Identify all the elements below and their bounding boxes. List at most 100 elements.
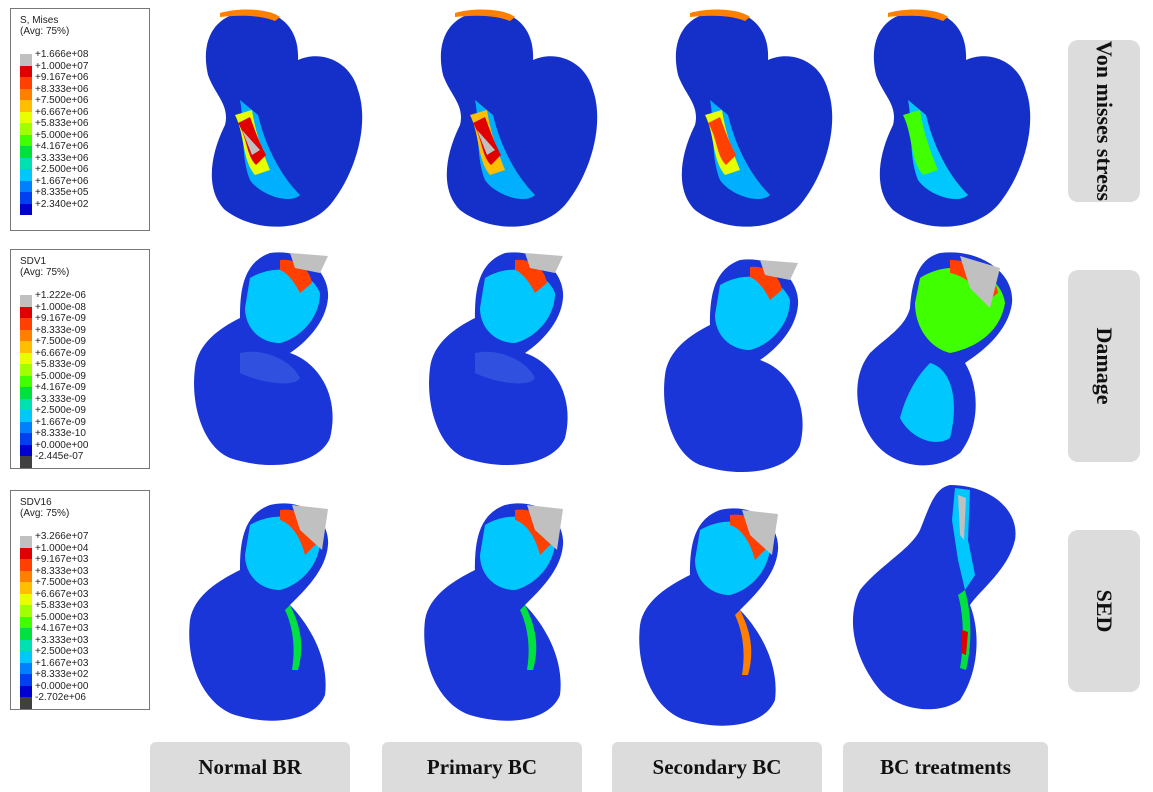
femur-damage-secondary-bc [664, 259, 803, 473]
legend-mises: S, Mises (Avg: 75%) +1.666e+08 +1.000e+07… [10, 8, 150, 231]
legend-swatch [20, 444, 32, 456]
legend-swatch [20, 398, 32, 410]
legend-value: +6.667e+03 [35, 588, 89, 600]
legend-value: +9.167e-09 [35, 313, 86, 324]
femur-mises-secondary-bc [675, 9, 833, 227]
legend-value: +1.667e+03 [35, 657, 89, 669]
legend-value: -2.702e+06 [35, 692, 86, 703]
legend-swatch [20, 111, 32, 123]
legend-value: +1.222e-06 [35, 290, 86, 301]
legend-value: +2.500e+03 [35, 646, 89, 657]
femur-mises-primary-bc [440, 9, 598, 227]
column-label-normal-br: Normal BR [150, 742, 350, 792]
legend-value: +2.500e+06 [35, 164, 89, 175]
legend-value: +6.667e-09 [35, 347, 86, 359]
legend-swatch [20, 77, 32, 89]
legend-value: +2.340e+02 [35, 198, 89, 210]
legend-value: +6.667e+06 [35, 106, 89, 118]
legend-value: +5.000e+03 [35, 611, 89, 623]
legend-value: +0.000e+00 [35, 439, 89, 451]
legend-swatch [20, 306, 32, 318]
legend-value: +8.333e+02 [35, 669, 89, 680]
legend-value: +8.333e+03 [35, 565, 89, 577]
legend-swatch [20, 593, 32, 605]
column-label-bc-treatments: BC treatments [843, 742, 1048, 792]
column-label-secondary-bc: Secondary BC [612, 742, 822, 792]
legend-value: +5.833e+03 [35, 600, 89, 611]
legend-swatch [20, 433, 32, 445]
femur-damage-normal-br [194, 252, 333, 466]
legend-title: S, Mises (Avg: 75%) [20, 15, 70, 37]
column-label-primary-bc: Primary BC [382, 742, 582, 792]
legend-swatch [20, 387, 32, 399]
legend-value: +5.000e-09 [35, 370, 86, 382]
legend-value: +5.000e+06 [35, 129, 89, 141]
legend-value: +4.167e-09 [35, 382, 86, 393]
legend-value: +9.167e+06 [35, 72, 89, 83]
legend-swatch [20, 697, 32, 709]
legend-value: +8.333e-10 [35, 428, 86, 439]
legend-swatch [20, 123, 32, 135]
femur-mises-normal-br [205, 9, 363, 227]
legend-value: +2.500e-09 [35, 405, 86, 416]
legend-value: -2.445e-07 [35, 451, 84, 462]
legend-swatch [20, 662, 32, 674]
legend-swatch [20, 295, 32, 307]
femur-sed-normal-br [189, 503, 329, 721]
legend-swatch [20, 456, 32, 468]
legend-value: +7.500e+06 [35, 95, 89, 106]
legend-swatch [20, 628, 32, 640]
legend-swatch [20, 364, 32, 376]
legend-swatch [20, 421, 32, 433]
legend-value: +0.000e+00 [35, 680, 89, 692]
legend-value: +1.667e-09 [35, 416, 86, 428]
legend-swatch [20, 341, 32, 353]
legend-title: SDV1 (Avg: 75%) [20, 256, 70, 278]
legend-value: +8.333e-09 [35, 324, 86, 336]
legend-swatch [20, 146, 32, 158]
legend-swatch [20, 318, 32, 330]
legend-value: +8.335e+05 [35, 187, 89, 198]
legend-swatch [20, 685, 32, 697]
legend-sed: SDV16 (Avg: 75%) +3.266e+07 +1.000e+04 +9.… [10, 490, 150, 710]
legend-swatch [20, 651, 32, 663]
legend-value: +7.500e-09 [35, 336, 86, 347]
femur-sed-secondary-bc [639, 508, 779, 726]
legend-value: +3.266e+07 [35, 531, 89, 542]
legend-swatch [20, 169, 32, 181]
legend-swatch [20, 639, 32, 651]
legend-swatch [20, 375, 32, 387]
legend-value: +4.167e+06 [35, 141, 89, 152]
femur-mises-bc-treatments [873, 9, 1031, 227]
legend-swatch [20, 536, 32, 548]
legend-value: +1.000e+07 [35, 60, 89, 72]
legend-value: +1.000e-08 [35, 301, 86, 313]
legend-swatch [20, 352, 32, 364]
legend-swatch [20, 605, 32, 617]
legend-value: +1.666e+08 [35, 49, 89, 60]
legend-value: +3.333e+03 [35, 634, 89, 646]
femur-sed-primary-bc [424, 503, 564, 721]
legend-swatch [20, 559, 32, 571]
legend-swatch [20, 329, 32, 341]
legend-swatch [20, 134, 32, 146]
legend-swatch [20, 157, 32, 169]
legend-swatch [20, 616, 32, 628]
legend-value: +3.333e+06 [35, 152, 89, 164]
legend-value: +3.333e-09 [35, 393, 86, 405]
legend-swatch [20, 582, 32, 594]
femur-damage-bc-treatments [857, 252, 1013, 466]
femur-sed-bc-treatments [852, 485, 1016, 710]
legend-swatch [20, 674, 32, 686]
legend-value: +1.000e+04 [35, 542, 89, 554]
femur-damage-primary-bc [429, 252, 568, 466]
legend-value: +7.500e+03 [35, 577, 89, 588]
legend-swatch [20, 192, 32, 204]
legend-swatch [20, 54, 32, 66]
legend-swatch [20, 100, 32, 112]
legend-swatch [20, 88, 32, 100]
legend-value: +8.333e+06 [35, 83, 89, 95]
legend-swatch [20, 410, 32, 422]
legend-swatch [20, 180, 32, 192]
legend-swatch [20, 203, 32, 215]
